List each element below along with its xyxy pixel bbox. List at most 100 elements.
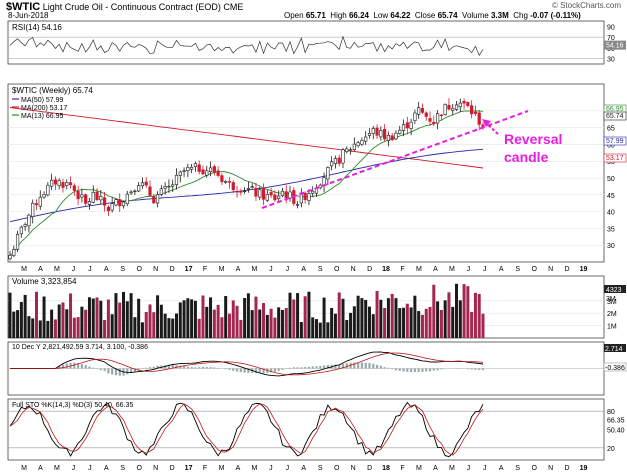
volume-bar bbox=[118, 302, 122, 338]
macd-right-label: 2.714 bbox=[605, 346, 623, 353]
macd-histogram-bar bbox=[126, 368, 129, 375]
price-candle-body bbox=[129, 191, 133, 194]
price-candle-body bbox=[348, 149, 353, 152]
volume-bar bbox=[307, 291, 311, 338]
price-candle-body bbox=[386, 134, 391, 141]
volume-y-tick: 1M bbox=[607, 324, 617, 331]
volume-bar bbox=[349, 312, 353, 338]
macd-histogram-bar bbox=[58, 366, 61, 369]
volume-bar bbox=[352, 306, 356, 338]
chg-label: Chg bbox=[513, 11, 528, 20]
volume-bar bbox=[231, 300, 235, 338]
price-right-label: 66.95 bbox=[606, 106, 624, 113]
volume-bar bbox=[246, 293, 250, 338]
volume-bar bbox=[99, 300, 103, 338]
price-candle-body bbox=[401, 124, 406, 131]
volume-bar bbox=[42, 296, 46, 338]
volume-bar bbox=[133, 317, 137, 338]
price-x-tick: N bbox=[548, 266, 553, 273]
price-candle-body bbox=[227, 181, 232, 183]
macd-histogram-bar bbox=[247, 368, 250, 373]
price-right-label: 65.74 bbox=[606, 113, 624, 120]
sto-title: Full STO %K(14,3) %D(3) 50.40, 66.35 bbox=[12, 402, 133, 409]
sto-x-tick: M bbox=[21, 465, 27, 472]
volume-label: Volume bbox=[462, 11, 489, 20]
macd-histogram-bar bbox=[201, 366, 205, 369]
sto-x-tick: M bbox=[251, 465, 257, 472]
volume-bar bbox=[402, 307, 406, 338]
sto-x-tick: M bbox=[416, 465, 422, 472]
macd-histogram-bar bbox=[319, 366, 322, 369]
price-candle-body bbox=[46, 184, 50, 196]
volume-bar bbox=[243, 298, 247, 338]
price-right-label: 53.17 bbox=[606, 155, 624, 162]
volume-bar bbox=[224, 296, 228, 338]
volume-bar bbox=[481, 313, 485, 338]
volume-bar bbox=[235, 305, 239, 338]
rsi-y-tick: 70 bbox=[607, 35, 615, 42]
macd-histogram-bar bbox=[258, 368, 261, 374]
sto-x-tick: D bbox=[170, 465, 175, 472]
symbol-label: $WTIC bbox=[6, 1, 41, 13]
price-candle-body bbox=[137, 185, 141, 192]
price-candle-body bbox=[208, 167, 213, 172]
price-x-tick: M bbox=[416, 266, 422, 273]
price-candle-body bbox=[163, 186, 167, 189]
price-candle-body bbox=[364, 136, 368, 142]
open-value: 65.71 bbox=[305, 11, 326, 20]
price-y-tick: 45 bbox=[607, 193, 615, 200]
sto-x-tick: M bbox=[219, 465, 225, 472]
price-candle-body bbox=[413, 112, 417, 121]
macd-histogram-bar bbox=[114, 368, 118, 376]
price-x-tick: M bbox=[54, 266, 60, 273]
macd-histogram-bar bbox=[334, 364, 337, 369]
price-candle-body bbox=[473, 111, 478, 114]
price-candle-body bbox=[220, 175, 224, 182]
volume-bar bbox=[34, 291, 38, 338]
price-candle-body bbox=[72, 185, 76, 191]
volume-bar bbox=[466, 286, 470, 338]
macd-histogram-bar bbox=[190, 367, 193, 369]
price-candle-body bbox=[341, 149, 345, 164]
volume-bar bbox=[390, 293, 394, 338]
price-candle-body bbox=[178, 171, 182, 176]
macd-histogram-bar bbox=[65, 363, 68, 369]
price-candle-body bbox=[269, 192, 273, 196]
macd-histogram-bar bbox=[281, 368, 284, 370]
macd-line bbox=[10, 351, 484, 377]
volume-bar bbox=[220, 317, 224, 338]
macd-histogram-bar bbox=[232, 368, 235, 371]
rsi-y-tick: 90 bbox=[607, 24, 615, 31]
volume-bar bbox=[360, 298, 364, 338]
volume-bar bbox=[65, 309, 69, 338]
sto-y-tick: 50.40 bbox=[607, 427, 625, 434]
macd-histogram-bar bbox=[338, 364, 341, 369]
price-x-tick: J bbox=[72, 266, 76, 273]
macd-histogram-bar bbox=[273, 368, 276, 372]
volume-bar bbox=[330, 307, 334, 338]
volume-right-label: 3M bbox=[606, 296, 616, 303]
price-candle-body bbox=[307, 193, 311, 201]
ohlc-readout: Open 65.71 High 66.24 Low 64.22 Close 65… bbox=[284, 11, 581, 20]
macd-histogram-bar bbox=[466, 368, 469, 370]
volume-bar bbox=[61, 302, 65, 338]
rsi-y-tick: 30 bbox=[607, 57, 615, 64]
date-label: 8-Jun-2018 bbox=[8, 11, 49, 20]
volume-bar bbox=[27, 316, 31, 338]
price-candle-body bbox=[439, 114, 443, 117]
volume-bar bbox=[16, 310, 20, 338]
volume-bar bbox=[436, 301, 440, 338]
macd-histogram-bar bbox=[61, 364, 65, 369]
macd-histogram-bar bbox=[421, 368, 424, 372]
sto-y-tick: 80 bbox=[607, 409, 615, 416]
macd-histogram-bar bbox=[107, 368, 110, 374]
price-y-tick: 60 bbox=[607, 142, 615, 149]
volume-bar bbox=[371, 314, 375, 338]
price-candle-body bbox=[118, 199, 122, 207]
volume-y-tick: 2M bbox=[607, 311, 617, 318]
volume-bar bbox=[443, 300, 447, 338]
volume-bar bbox=[447, 292, 451, 338]
macd-histogram-bar bbox=[228, 368, 231, 370]
price-title: $WTIC (Weekly) 65.74 bbox=[12, 86, 93, 95]
macd-histogram-bar bbox=[269, 368, 273, 373]
